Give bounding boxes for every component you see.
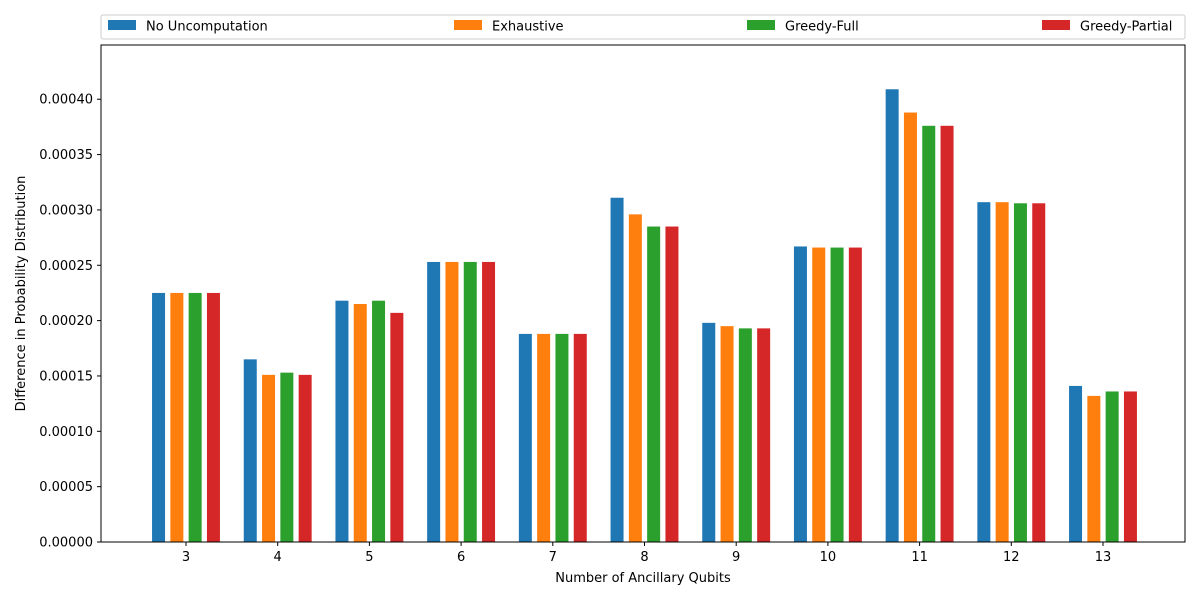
bar-no-uncomputation-5 (335, 300, 349, 542)
bar-greedy-full-7 (555, 333, 569, 542)
y-tick-label: 0.00035 (39, 148, 93, 163)
bar-exhaustive-10 (812, 247, 826, 542)
x-tick-label: 10 (820, 550, 837, 565)
bar-group-3 (152, 292, 220, 542)
bar-exhaustive-4 (262, 374, 276, 542)
bar-exhaustive-5 (353, 304, 367, 542)
bar-group-5 (335, 300, 404, 542)
x-tick-label: 3 (182, 550, 190, 565)
legend-item: Greedy-Full (747, 20, 859, 35)
legend-item: Exhaustive (454, 20, 564, 35)
bar-exhaustive-6 (445, 261, 459, 542)
bar-greedy-partial-10 (848, 247, 862, 542)
y-tick-label: 0.00020 (39, 314, 93, 329)
y-tick-label: 0.00005 (39, 480, 93, 495)
bar-group-12 (977, 202, 1046, 543)
bar-no-uncomputation-9 (702, 322, 716, 542)
bar-no-uncomputation-7 (518, 333, 532, 542)
bar-greedy-full-12 (1013, 203, 1027, 543)
bar-greedy-full-3 (188, 292, 202, 542)
legend-label: No Uncomputation (146, 20, 268, 35)
x-tick-label: 7 (549, 550, 557, 565)
bar-greedy-partial-3 (206, 292, 220, 542)
bar-greedy-full-9 (738, 328, 752, 542)
bar-greedy-full-11 (922, 125, 936, 543)
legend: No Uncomputation Exhaustive Greedy-Full Gre… (100, 14, 1186, 40)
x-tick-label: 6 (457, 550, 465, 565)
bar-exhaustive-9 (720, 326, 734, 542)
bar-greedy-partial-12 (1032, 203, 1046, 543)
bar-no-uncomputation-12 (977, 202, 991, 542)
legend-item: Greedy-Partial (1042, 20, 1172, 35)
x-tick-label: 5 (365, 550, 373, 565)
bar-group-7 (518, 333, 587, 542)
bar-no-uncomputation-6 (427, 261, 441, 542)
bar-group-8 (610, 197, 679, 543)
bar-greedy-full-5 (372, 300, 386, 542)
bar-group-9 (702, 322, 771, 542)
legend-item: No Uncomputation (108, 20, 268, 35)
bar-greedy-full-13 (1105, 391, 1119, 542)
bar-exhaustive-3 (170, 292, 184, 542)
bar-no-uncomputation-10 (793, 246, 807, 542)
bar-exhaustive-7 (537, 333, 551, 542)
y-tick-label: 0.00040 (39, 93, 93, 108)
bar-group-11 (885, 89, 954, 543)
bar-no-uncomputation-4 (243, 359, 257, 542)
legend-label: Greedy-Full (785, 20, 859, 35)
bar-exhaustive-11 (903, 112, 917, 543)
x-tick-label: 4 (274, 550, 282, 565)
bar-group-6 (427, 261, 496, 542)
legend-label: Exhaustive (492, 20, 564, 35)
x-tick-label: 12 (1003, 550, 1020, 565)
y-tick-label: 0.00000 (39, 536, 93, 551)
bar-no-uncomputation-13 (1069, 385, 1083, 542)
y-tick-label: 0.00015 (39, 369, 93, 384)
bar-greedy-partial-4 (298, 374, 312, 542)
bar-greedy-partial-13 (1123, 391, 1137, 542)
x-tick-label: 8 (640, 550, 648, 565)
bar-exhaustive-8 (628, 214, 642, 543)
bar-greedy-partial-8 (665, 226, 679, 542)
bar-group-10 (793, 246, 862, 542)
x-axis: 3 4 5 6 7 8 9 10 11 12 13 (182, 542, 1111, 565)
x-tick-label: 9 (732, 550, 740, 565)
legend-label: Greedy-Partial (1080, 20, 1172, 35)
x-axis-label: Number of Ancillary Qubits (555, 571, 731, 586)
y-axis: 0.00000 0.00005 0.00010 0.00015 0.00020 0.000… (39, 93, 101, 551)
legend-swatch (1042, 20, 1070, 30)
x-tick-label: 13 (1095, 550, 1112, 565)
y-tick-label: 0.00030 (39, 203, 93, 218)
bar-no-uncomputation-3 (152, 292, 166, 542)
bar-greedy-partial-6 (482, 261, 496, 542)
bar-groups (152, 89, 1137, 543)
x-tick-label: 11 (911, 550, 928, 565)
bar-no-uncomputation-8 (610, 197, 624, 542)
legend-swatch (747, 20, 775, 30)
bar-group-13 (1069, 385, 1137, 542)
bar-exhaustive-12 (995, 202, 1009, 542)
bar-greedy-partial-5 (390, 312, 404, 542)
y-tick-label: 0.00010 (39, 425, 93, 440)
legend-swatch (454, 20, 482, 30)
y-tick-label: 0.00025 (39, 259, 93, 274)
bar-greedy-full-6 (463, 261, 477, 542)
bar-greedy-partial-9 (757, 328, 771, 542)
bar-no-uncomputation-11 (885, 89, 899, 542)
bar-exhaustive-13 (1087, 395, 1101, 542)
bar-greedy-full-10 (830, 247, 844, 542)
bar-greedy-partial-11 (940, 125, 954, 543)
bar-greedy-partial-7 (573, 333, 587, 542)
bar-group-4 (243, 359, 312, 542)
bar-greedy-full-4 (280, 372, 294, 542)
legend-box (100, 14, 1186, 40)
legend-swatch (108, 20, 136, 30)
plot-frame (100, 44, 1186, 543)
bar-greedy-full-8 (647, 226, 661, 542)
y-axis-label: Difference in Probability Distribution (14, 176, 29, 412)
